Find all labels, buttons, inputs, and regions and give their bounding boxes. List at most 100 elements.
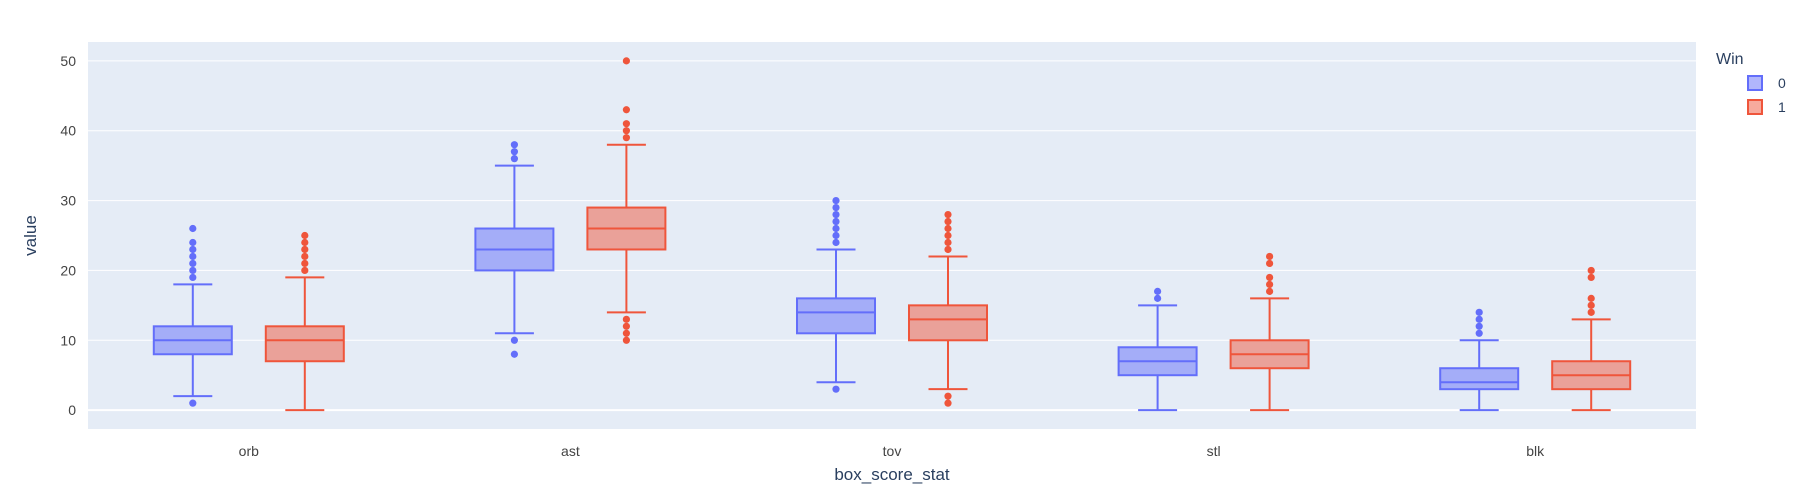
iqr-box [796,297,876,335]
y-axis-title: value [21,215,40,256]
outlier-point [1266,252,1274,261]
outlier-point [622,120,631,128]
outlier-point [189,224,197,233]
outlier-point [1587,294,1595,302]
x-tick-labels: orb ast tov stl blk [239,443,1545,459]
outlier-point [622,336,631,344]
outlier-point [944,238,952,247]
legend-items[interactable]: 01 [1747,75,1786,115]
outlier-point [944,210,952,219]
plot-area-background [88,42,1696,429]
y-tick-label: 40 [60,123,76,139]
legend-item-0[interactable]: 0 [1747,75,1786,91]
outlier-point [622,127,631,135]
iqr-box [908,304,988,342]
x-tick-label: stl [1207,443,1221,459]
outlier-point [832,210,840,219]
outlier-point [944,224,952,233]
outlier-point [1587,308,1595,316]
box-blk [1439,308,1520,412]
outlier-point [1266,280,1274,288]
outlier-point [944,231,952,240]
x-tick-label: tov [883,443,902,459]
outlier-point [1154,294,1162,302]
outlier-point [622,315,631,323]
outlier-point [510,155,518,163]
outlier-point [622,322,631,330]
outlier-point [301,245,309,254]
outlier-point [832,196,840,205]
outlier-point [1266,259,1274,268]
box-stl [1117,287,1198,412]
x-tick-label: orb [239,443,259,459]
outlier-point [832,224,840,233]
outlier-point [622,106,631,114]
y-tick-label: 30 [60,193,76,209]
legend-label: 0 [1778,75,1786,91]
outlier-point [189,245,197,254]
outlier-point [944,245,952,254]
outlier-point [1475,329,1483,337]
outlier-point [301,231,309,240]
x-tick-label: ast [561,443,580,459]
outlier-point [189,273,197,282]
outlier-point [189,259,197,268]
legend-title: Win [1716,51,1744,68]
box-tov [796,196,876,393]
box-blk [1551,266,1632,412]
box-ast [586,57,667,344]
box-stl [1229,252,1310,412]
box-series [264,57,1632,412]
outlier-point [189,266,197,275]
y-tick-label: 10 [60,332,76,348]
outlier-point [1154,287,1162,295]
iqr-box [1439,367,1520,391]
outlier-point [301,238,309,247]
outlier-point [510,350,518,358]
outlier-point [944,217,952,226]
outlier-point [622,57,631,65]
outlier-point [510,148,518,156]
outlier-point [1587,273,1595,282]
y-tick-labels: 0 10 20 30 40 50 [60,53,76,418]
legend-swatch [1747,99,1763,115]
box-ast [474,141,555,358]
outlier-point [189,399,197,407]
outlier-point [832,217,840,226]
y-tick-label: 20 [60,262,76,278]
outlier-point [1475,315,1483,323]
legend-item-1[interactable]: 1 [1747,99,1786,115]
outlier-point [1587,266,1595,275]
outlier-point [832,203,840,212]
x-axis-title: box_score_stat [834,465,950,484]
outlier-point [622,329,631,337]
legend[interactable]: Win 01 [1716,51,1786,115]
outlier-point [301,266,309,275]
outlier-point [1266,273,1274,282]
outlier-point [301,252,309,261]
y-tick-label: 50 [60,53,76,69]
box-orb [264,231,345,412]
box-orb [152,224,233,407]
outlier-point [189,238,197,247]
outlier-point [510,336,518,344]
outlier-point [1587,301,1595,309]
y-tick-label: 0 [68,402,76,418]
outlier-point [832,231,840,240]
outlier-point [510,141,518,149]
legend-swatch [1747,75,1763,91]
outlier-point [832,238,840,247]
outlier-point [189,252,197,261]
outlier-point [944,399,952,407]
outlier-point [1475,322,1483,330]
outlier-point [944,392,952,400]
x-tick-label: blk [1526,443,1545,459]
outlier-point [301,259,309,268]
box-traces [152,57,1632,412]
outlier-point [622,134,631,142]
box-series [152,141,1520,412]
outlier-point [1475,308,1483,316]
box-tov [908,210,988,407]
